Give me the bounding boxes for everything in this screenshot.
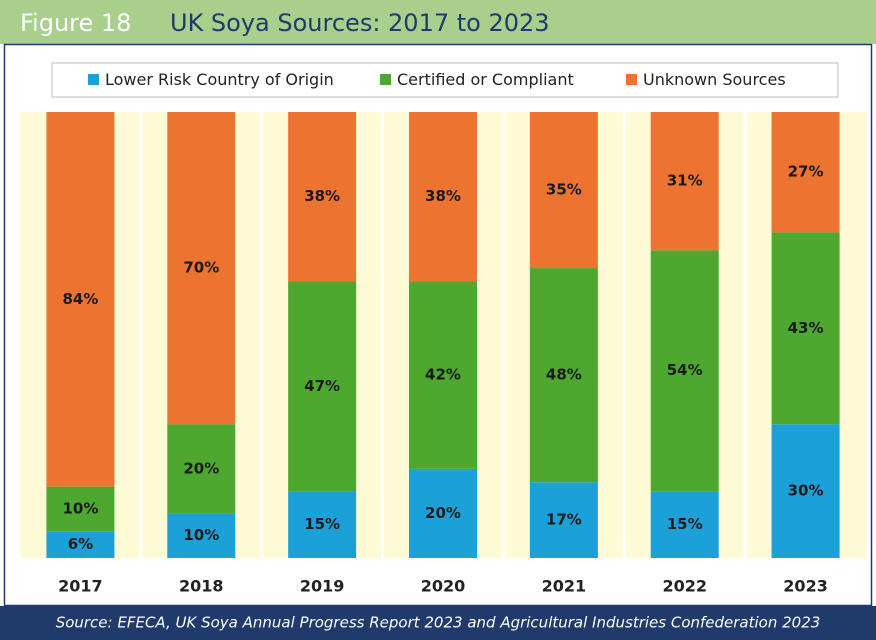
value-label: 20%: [183, 459, 219, 477]
bar-segment: [529, 268, 598, 483]
value-label: 6%: [68, 535, 93, 553]
bar-segment: [288, 281, 357, 492]
legend-label: Certified or Compliant: [397, 70, 574, 89]
value-label: 30%: [788, 482, 824, 500]
value-label: 70%: [183, 259, 219, 277]
bar-segment: [771, 424, 840, 558]
bar-segment: [167, 112, 236, 425]
footer-band: [0, 606, 876, 640]
value-label: 54%: [667, 361, 703, 379]
x-tick-label: 2018: [179, 577, 224, 596]
legend-swatch: [626, 74, 637, 85]
chart-title: UK Soya Sources: 2017 to 2023: [170, 9, 550, 37]
value-label: 17%: [546, 511, 582, 529]
value-label: 47%: [304, 377, 340, 395]
value-label: 15%: [304, 515, 340, 533]
bar-segment: [288, 112, 357, 282]
x-tick-label: 2017: [58, 577, 103, 596]
bar-segment: [409, 281, 477, 469]
x-tick-label: 2021: [542, 577, 587, 596]
x-tick-label: 2022: [662, 577, 707, 596]
bar-segment: [288, 491, 357, 558]
bar-segment: [46, 531, 115, 558]
value-label: 10%: [183, 526, 219, 544]
figure-label: Figure 18: [20, 9, 131, 37]
value-label: 15%: [667, 515, 703, 533]
value-label: 10%: [62, 499, 98, 517]
bar-segment: [167, 513, 236, 558]
bar-segment: [650, 250, 719, 492]
x-tick-label: 2023: [783, 577, 828, 596]
legend-swatch: [88, 74, 99, 85]
bar-segment: [771, 232, 840, 425]
bar-segment: [409, 468, 477, 558]
value-label: 20%: [425, 504, 461, 522]
bar-segment: [650, 491, 719, 558]
x-tick-label: 2019: [300, 577, 345, 596]
bar-segment: [46, 486, 115, 532]
legend-label: Unknown Sources: [643, 70, 786, 89]
legend-label: Lower Risk Country of Origin: [105, 70, 334, 89]
header-band: [0, 0, 876, 44]
value-label: 38%: [304, 187, 340, 205]
legend-box: [51, 62, 839, 98]
bar-segment: [529, 112, 598, 269]
bar-segment: [529, 482, 598, 558]
value-label: 38%: [425, 187, 461, 205]
value-label: 42%: [425, 366, 461, 384]
bar-segment: [46, 112, 115, 487]
bar-segment: [650, 112, 719, 251]
value-label: 48%: [546, 366, 582, 384]
bar-segment: [167, 424, 236, 514]
bar-segment: [409, 112, 477, 282]
value-label: 35%: [546, 181, 582, 199]
x-tick-label: 2020: [421, 577, 466, 596]
bar-segment: [771, 112, 840, 233]
value-label: 84%: [62, 290, 98, 308]
value-label: 31%: [667, 172, 703, 190]
value-label: 43%: [788, 319, 824, 337]
legend-swatch: [380, 74, 391, 85]
source-note: Source: EFECA, UK Soya Annual Progress R…: [56, 614, 821, 632]
value-label: 27%: [788, 163, 824, 181]
